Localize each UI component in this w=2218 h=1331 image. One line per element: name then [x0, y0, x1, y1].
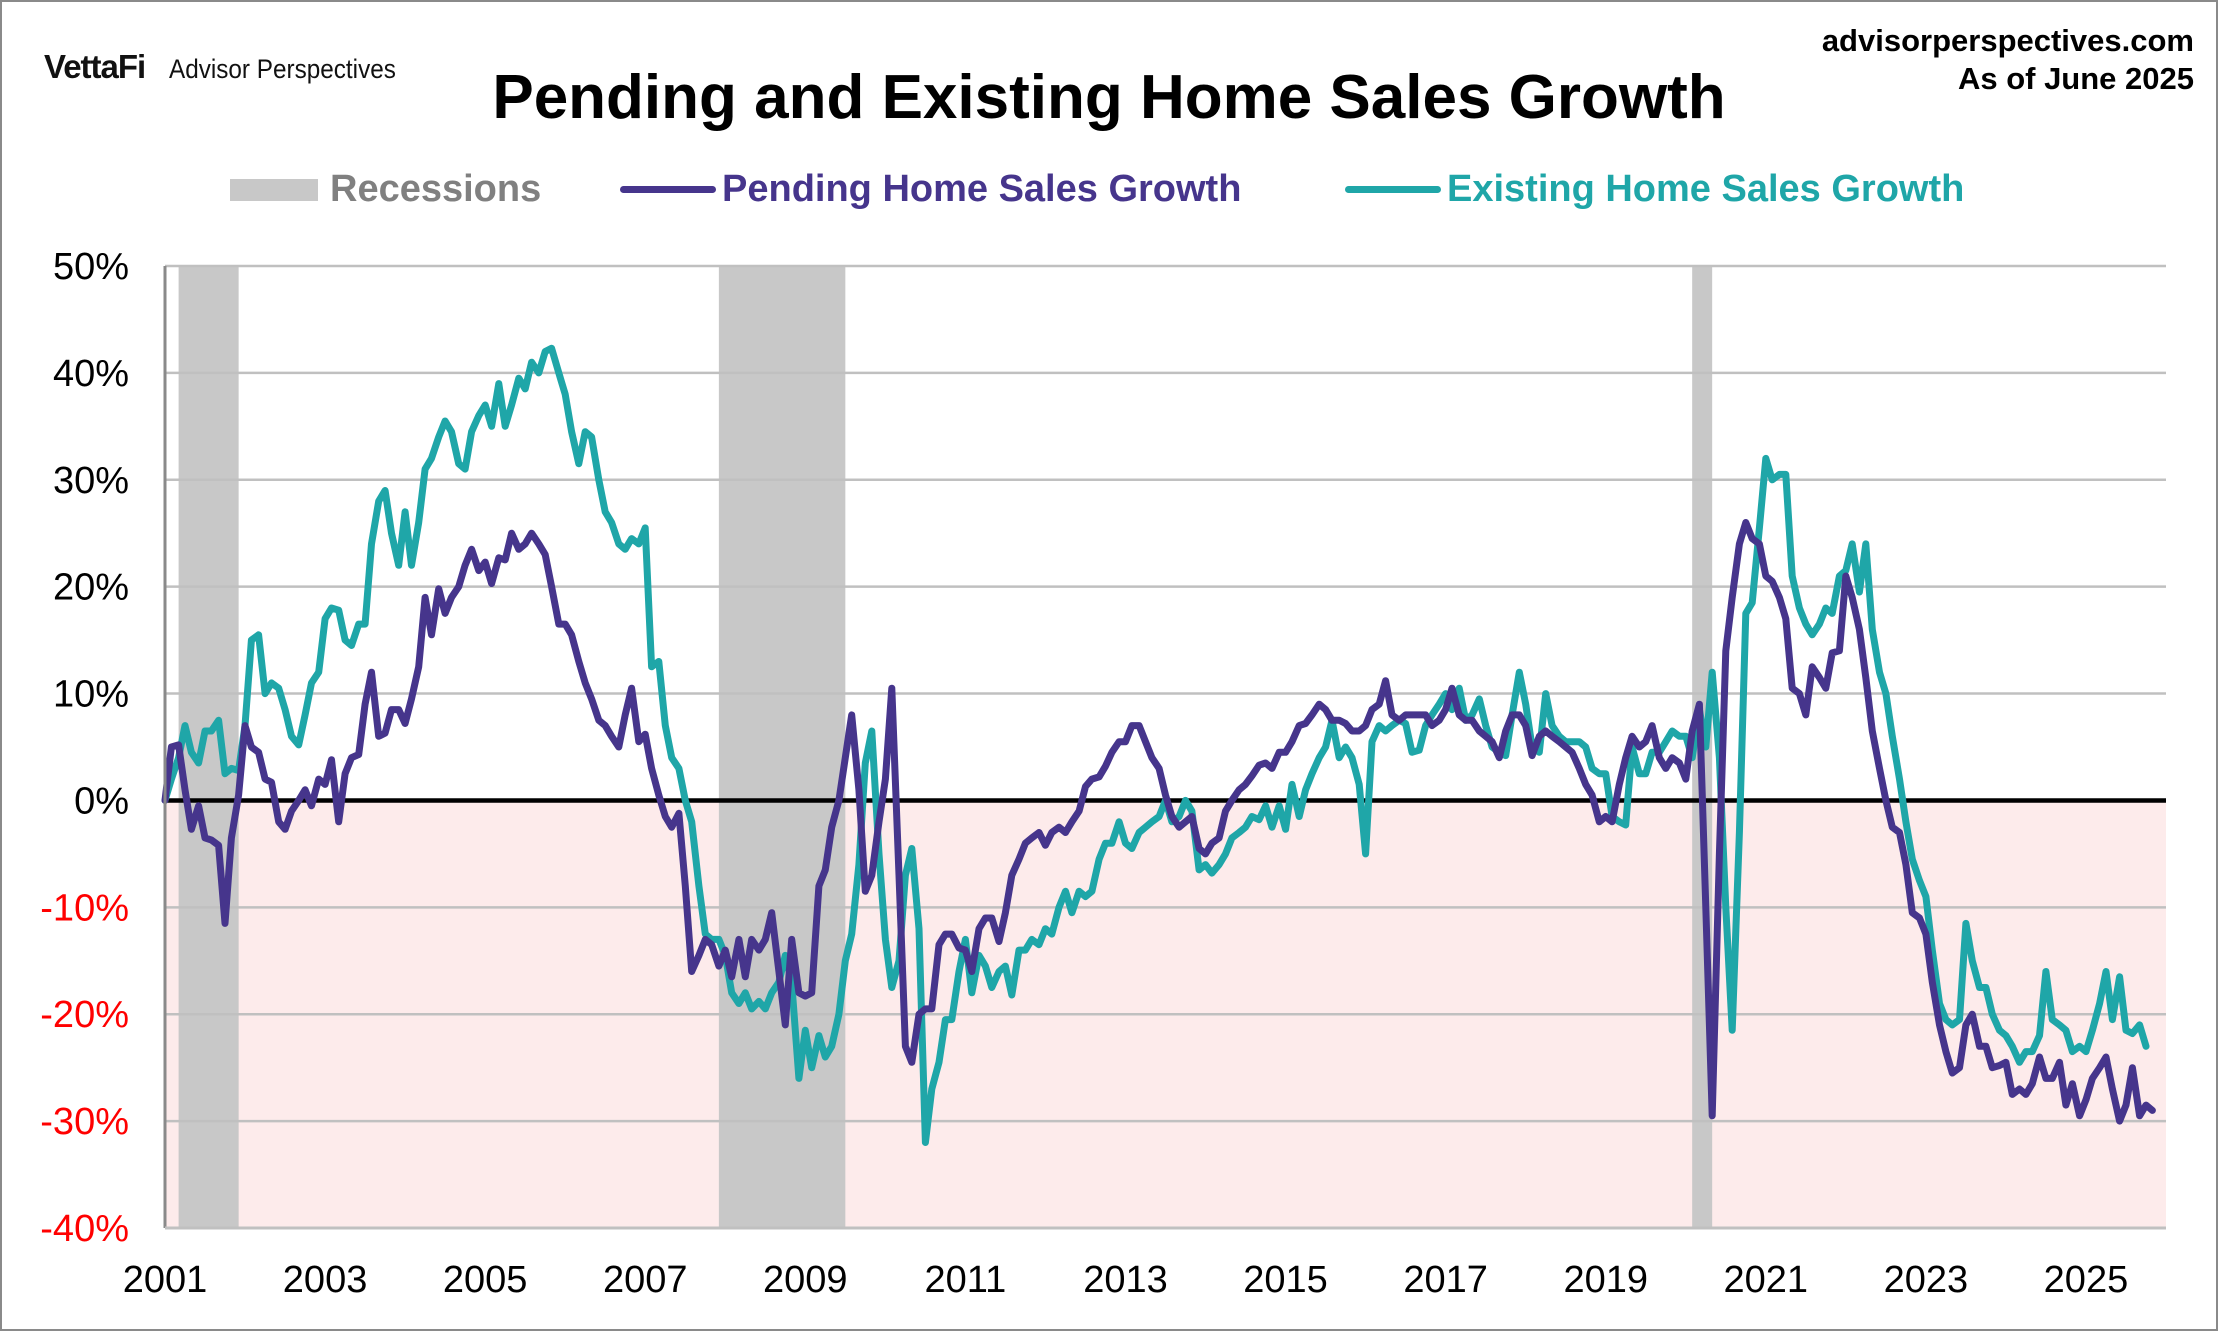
- y-tick-label: -30%: [40, 1101, 129, 1143]
- y-tick-label: 40%: [53, 353, 129, 395]
- legend-item-existing: Existing Home Sales Growth: [1345, 168, 1964, 211]
- existing-line-swatch-icon: [1345, 186, 1441, 193]
- x-tick-label: 2021: [1724, 1259, 1809, 1301]
- x-tick-label: 2011: [925, 1259, 1007, 1301]
- brand-logo: VettaFi: [44, 48, 146, 85]
- source-info: advisorperspectives.com As of June 2025: [1822, 22, 2194, 98]
- x-tick-label: 2023: [1884, 1259, 1969, 1301]
- x-tick-label: 2017: [1403, 1259, 1488, 1301]
- existing-home-sales-line: [161, 344, 2150, 1146]
- x-tick-label: 2003: [283, 1259, 368, 1301]
- y-tick-label: 20%: [53, 567, 129, 609]
- x-tick-label: 2019: [1563, 1259, 1648, 1301]
- y-tick-label: 50%: [53, 246, 129, 288]
- x-tick-label: 2013: [1083, 1259, 1168, 1301]
- legend-label-recessions: Recessions: [330, 168, 542, 210]
- y-tick-label: -10%: [40, 887, 129, 929]
- legend-label-pending: Pending Home Sales Growth: [722, 168, 1242, 210]
- legend-item-recessions: Recessions: [230, 168, 541, 211]
- x-tick-label: 2005: [443, 1259, 528, 1301]
- y-tick-label: 10%: [53, 674, 129, 716]
- chart-title: Pending and Existing Home Sales Growth: [492, 63, 1726, 132]
- y-tick-label: 30%: [53, 460, 129, 502]
- as-of-date: As of June 2025: [1957, 61, 2194, 96]
- x-tick-label: 2025: [2044, 1259, 2129, 1301]
- x-tick-label: 2015: [1243, 1259, 1328, 1301]
- x-tick-label: 2007: [603, 1259, 688, 1301]
- y-tick-label: -40%: [40, 1208, 129, 1250]
- y-tick-label: 0%: [74, 780, 129, 822]
- legend-item-pending: Pending Home Sales Growth: [620, 168, 1241, 211]
- pending-line-swatch-icon: [620, 186, 716, 193]
- recession-swatch-icon: [230, 178, 318, 201]
- recession-band: [718, 266, 846, 1228]
- pending-home-sales-line: [161, 519, 2156, 1125]
- site-url: advisorperspectives.com: [1821, 23, 2194, 58]
- legend: Recessions Pending Home Sales Growth Exi…: [0, 168, 2218, 218]
- x-tick-label: 2009: [763, 1259, 848, 1301]
- brand-subtitle: Advisor Perspectives: [169, 54, 397, 84]
- logo: VettaFi Advisor Perspectives: [44, 48, 421, 86]
- x-tick-label: 2001: [123, 1259, 208, 1301]
- legend-label-existing: Existing Home Sales Growth: [1447, 168, 1965, 210]
- y-tick-label: -20%: [40, 994, 129, 1036]
